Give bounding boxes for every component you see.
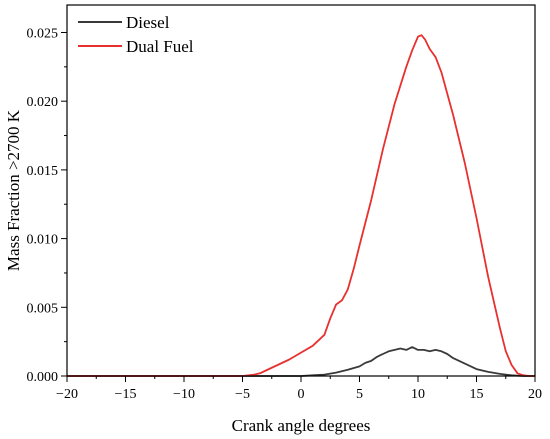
y-tick-label: 0.025	[27, 26, 59, 41]
legend-label-diesel: Diesel	[126, 13, 170, 32]
y-tick-label: 0.000	[27, 370, 59, 385]
x-tick-label: −20	[56, 387, 78, 402]
legend-label-dual-fuel: Dual Fuel	[126, 37, 194, 56]
legend: Diesel Dual Fuel	[78, 13, 194, 56]
y-tick-label: 0.020	[27, 95, 59, 110]
x-tick-label: −10	[173, 387, 195, 402]
x-axis-title: Crank angle degrees	[232, 416, 371, 435]
series-line-diesel	[67, 346, 535, 377]
x-axis: −20 −15 −10 −5 0 5 10 15 20	[56, 376, 542, 402]
x-tick-label: −15	[115, 387, 137, 402]
x-tick-label: 0	[298, 387, 305, 402]
x-tick-label: −5	[235, 387, 250, 402]
series-line-dual-fuel	[67, 34, 535, 377]
x-tick-label: 15	[470, 387, 484, 402]
x-tick-label: 20	[528, 387, 542, 402]
y-tick-label: 0.005	[27, 301, 59, 316]
x-tick-label: 10	[411, 387, 425, 402]
x-tick-label: 5	[356, 387, 363, 402]
y-axis-title: Mass Fraction >2700 K	[4, 109, 23, 271]
y-axis: 0.000 0.005 0.010 0.015 0.020 0.025	[27, 26, 67, 385]
y-tick-label: 0.010	[27, 233, 59, 248]
y-tick-label: 0.015	[27, 164, 59, 179]
plot-series	[67, 34, 535, 377]
